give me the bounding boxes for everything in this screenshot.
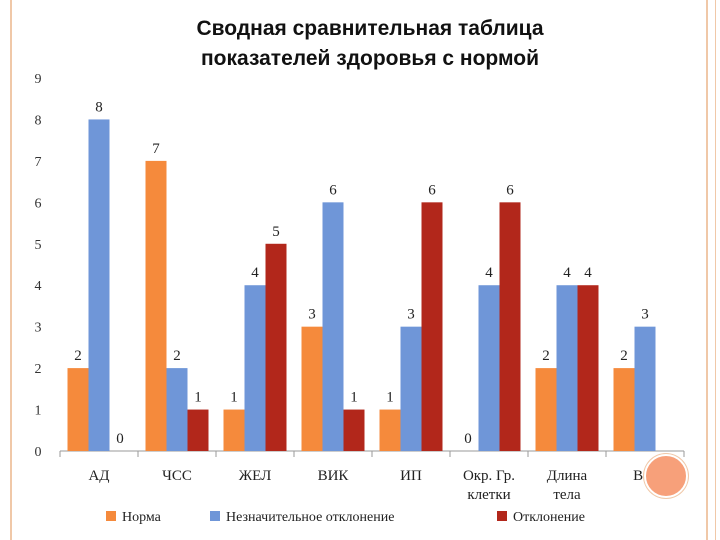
- bar: [577, 285, 599, 451]
- x-tick-label: Длина: [547, 468, 588, 484]
- x-tick-label: ВИК: [318, 468, 350, 484]
- bar: [499, 202, 521, 451]
- accent-circle-decor: [644, 454, 688, 498]
- bar: [556, 285, 578, 451]
- data-label: 2: [542, 348, 550, 364]
- x-tick-label: Окр. Гр.: [463, 468, 515, 484]
- data-label: 4: [251, 265, 259, 281]
- left-decor-line: [10, 0, 12, 540]
- data-label: 3: [641, 307, 649, 323]
- x-tick-label: ИП: [400, 468, 422, 484]
- y-tick-label: 7: [35, 155, 42, 170]
- chart-title-line2: показателей здоровья с нормой: [201, 47, 539, 70]
- data-label: 2: [620, 348, 628, 364]
- data-label: 2: [173, 348, 181, 364]
- legend-swatch: [497, 511, 507, 521]
- y-tick-label: 8: [35, 113, 42, 128]
- x-tick-label: тела: [553, 487, 581, 503]
- bar: [166, 368, 188, 451]
- legend-swatch: [106, 511, 116, 521]
- bar: [634, 326, 656, 451]
- data-label: 6: [329, 182, 337, 198]
- data-label: 6: [428, 182, 436, 198]
- y-tick-label: 0: [35, 445, 42, 460]
- data-label: 1: [350, 390, 358, 406]
- data-label: 4: [584, 265, 592, 281]
- y-tick-label: 3: [35, 321, 42, 336]
- bar: [322, 202, 344, 451]
- bar: [478, 285, 500, 451]
- y-tick-label: 6: [35, 196, 42, 211]
- y-tick-label: 5: [35, 238, 42, 253]
- data-label: 4: [563, 265, 571, 281]
- bar: [343, 409, 365, 451]
- legend-label: Норма: [122, 510, 162, 525]
- y-tick-label: 2: [35, 362, 42, 377]
- data-label: 5: [272, 224, 280, 240]
- bar: [421, 202, 443, 451]
- data-label: 7: [152, 141, 160, 157]
- bar: [400, 326, 422, 451]
- data-label: 1: [386, 390, 394, 406]
- y-tick-label: 1: [35, 404, 42, 419]
- y-tick-label: 4: [35, 279, 42, 294]
- bar: [301, 326, 323, 451]
- bar: [265, 243, 287, 451]
- chart-title: Сводная сравнительная таблица показателе…: [100, 14, 640, 74]
- bar: [223, 409, 245, 451]
- data-label: 2: [74, 348, 82, 364]
- x-tick-label: клетки: [467, 487, 510, 503]
- y-tick-label: 9: [35, 72, 42, 87]
- bar: [535, 368, 557, 451]
- legend-label: Отклонение: [513, 510, 585, 525]
- x-tick-label: ЖЕЛ: [239, 468, 272, 484]
- bar: [613, 368, 635, 451]
- data-label: 6: [506, 182, 514, 198]
- bar: [67, 368, 89, 451]
- data-label: 3: [407, 307, 415, 323]
- legend-label: Незначительное отклонение: [226, 510, 394, 525]
- x-tick-label: ЧСС: [162, 468, 192, 484]
- bar: [145, 160, 167, 451]
- bar: [187, 409, 209, 451]
- data-label: 0: [116, 431, 124, 447]
- right-decor-line: [706, 0, 708, 540]
- bar: [88, 119, 110, 451]
- bar: [379, 409, 401, 451]
- right-decor-line-thin: [715, 0, 716, 540]
- data-label: 1: [194, 390, 202, 406]
- chart-title-line1: Сводная сравнительная таблица: [196, 17, 544, 40]
- data-label: 4: [485, 265, 493, 281]
- data-label: 3: [308, 307, 316, 323]
- data-label: 1: [230, 390, 238, 406]
- data-label: 8: [95, 99, 103, 115]
- x-tick-label: АД: [88, 468, 109, 484]
- legend-swatch: [210, 511, 220, 521]
- data-label: 0: [464, 431, 472, 447]
- bar: [244, 285, 266, 451]
